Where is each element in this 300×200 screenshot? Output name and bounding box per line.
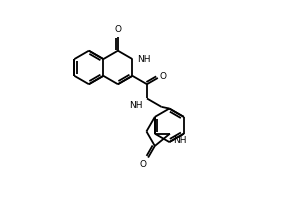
Text: O: O bbox=[160, 72, 167, 81]
Text: O: O bbox=[114, 25, 122, 34]
Text: NH: NH bbox=[137, 55, 151, 64]
Text: O: O bbox=[139, 160, 146, 169]
Text: NH: NH bbox=[173, 136, 186, 145]
Text: NH: NH bbox=[130, 101, 143, 110]
